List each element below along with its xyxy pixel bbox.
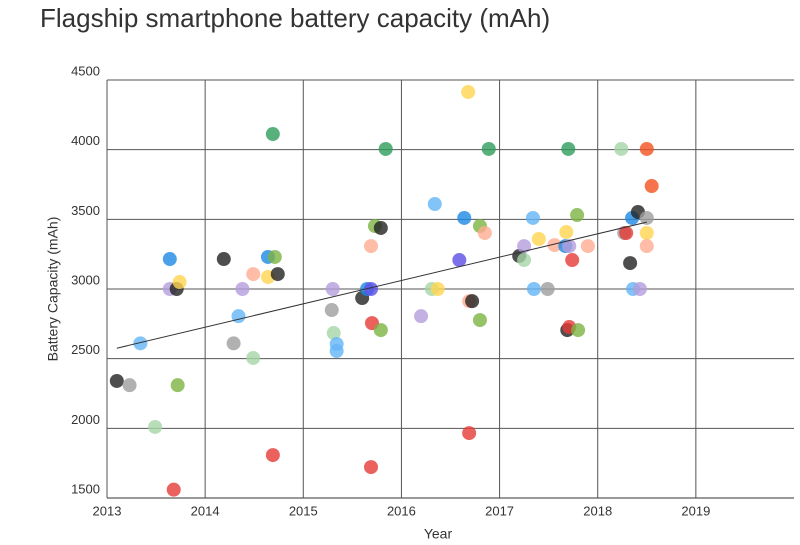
data-point [462,426,477,441]
data-point [472,313,487,328]
data-point [619,225,634,240]
data-point [614,141,629,156]
data-point [172,275,187,290]
data-point [265,127,280,142]
x-tick-label: 2019 [681,503,710,518]
data-point [461,84,476,99]
data-point [235,282,250,296]
data-point [639,141,654,156]
data-point [162,252,177,267]
data-point [216,252,231,267]
x-axis-title: Year [424,526,453,542]
data-point [632,282,647,296]
data-point [623,256,638,271]
data-point [246,267,261,282]
data-point [325,282,340,296]
x-tick-label: 2016 [387,503,416,518]
data-point [465,294,480,309]
data-point [326,326,341,341]
x-tick-label: 2014 [191,503,220,518]
data-point [452,253,467,268]
data-point [639,225,654,240]
data-point [481,141,496,156]
data-point [525,210,540,225]
data-point [133,336,148,351]
data-point [540,282,555,296]
data-point [166,482,181,497]
x-tick-label: 2015 [289,503,318,518]
data-point [329,344,344,359]
data-point [373,323,388,338]
data-point [559,225,574,240]
data-point [231,309,246,324]
data-point [526,282,541,296]
data-point [378,141,393,156]
y-axis-title: Battery Capacity (mAh) [45,217,61,362]
data-point [639,239,654,254]
y-tick-label: 1500 [71,481,100,496]
data-point [364,460,379,475]
trend-line [116,221,647,349]
data-point [267,249,282,264]
data-point [364,282,379,296]
data-point [170,378,185,393]
data-point [477,225,492,240]
data-point [122,378,137,393]
y-tick-label: 3000 [71,272,100,287]
y-tick-label: 3500 [71,203,100,218]
data-point [562,239,577,254]
data-point [324,303,339,318]
data-point [270,267,285,282]
x-tick-label: 2018 [583,503,612,518]
data-point [531,231,546,246]
data-point [570,208,585,223]
x-tick-label: 2013 [93,503,122,518]
data-point [430,282,445,296]
chart-title: Flagship smartphone battery capacity (mA… [40,3,550,33]
data-point [265,448,280,463]
data-point [246,350,261,365]
data-point [580,239,595,254]
data-point [109,373,124,388]
data-point [427,197,442,212]
data-point [373,220,388,235]
y-tick-label: 4500 [71,63,100,78]
data-point [639,210,654,225]
data-point [414,309,429,324]
data-point [547,238,562,253]
data-point [561,141,576,156]
y-tick-label: 2000 [71,412,100,427]
data-point [517,253,532,268]
data-point [457,210,472,225]
data-point [226,336,241,351]
data-point [571,323,586,338]
data-point [565,253,580,268]
data-point [517,239,532,254]
data-point [148,419,163,434]
y-tick-label: 4000 [71,133,100,148]
data-point [364,239,379,254]
data-point [644,179,659,194]
y-tick-label: 2500 [71,342,100,357]
x-tick-label: 2017 [485,503,514,518]
